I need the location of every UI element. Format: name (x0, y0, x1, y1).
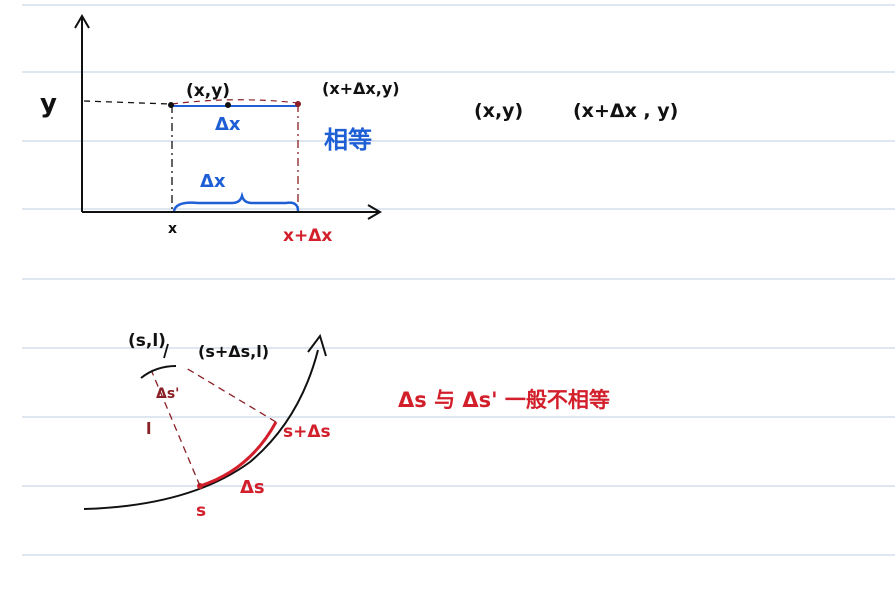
x-plus-dx-tick-label: x+Δx (283, 226, 332, 246)
point-s-label: s (196, 501, 206, 521)
point-left-dot (168, 102, 174, 108)
delta-s-prime-arc (140, 365, 177, 379)
note-point-xy: (x,y) (474, 100, 523, 122)
delta-x-upper-label: Δx (215, 114, 241, 135)
point-right-label: (x+Δx,y) (322, 79, 400, 98)
delta-s-label: Δs (240, 477, 265, 498)
point-right-dot (295, 101, 301, 107)
delta-s-prime-label: Δs' (156, 386, 179, 402)
note-point-x-plus-dx-y: (x+Δx , y) (573, 100, 678, 122)
mid-dot (225, 102, 231, 108)
upper-dashed-arc (171, 99, 299, 105)
point-sl-label: (s,l) (128, 331, 166, 351)
side-l-label: l (146, 419, 151, 438)
y-axis-label: y (40, 89, 57, 119)
curve (83, 349, 319, 510)
y-dashed-guide (83, 100, 171, 105)
bottom-curve-diagram: (s,l) (s+Δs,l) Δs' l s s+Δs Δs Δs 与 Δs' … (83, 331, 610, 521)
inequality-note: Δs 与 Δs' 一般不相等 (398, 388, 610, 412)
y-axis-arrowhead (74, 14, 90, 29)
top-coordinate-diagram: y (x,y) (x+Δx,y) Δx Δx 相等 x x+Δx (x,y) (… (40, 14, 678, 246)
dashed-line-l (151, 371, 201, 487)
bracket-tick (163, 343, 169, 359)
point-sds-label: s+Δs (283, 422, 331, 442)
delta-x-lower-label: Δx (200, 171, 226, 192)
ruled-lines (22, 4, 895, 556)
dashed-line-to-sds (185, 367, 277, 423)
curve-arrowhead (307, 333, 327, 357)
delta-x-brace (172, 191, 300, 212)
x-axis-arrowhead (367, 204, 382, 220)
point-sdsl-label: (s+Δs,l) (198, 342, 269, 361)
point-left-label: (x,y) (186, 81, 230, 101)
delta-s-arc (199, 421, 278, 488)
x-tick-label: x (168, 221, 177, 237)
equal-note: 相等 (324, 126, 372, 154)
